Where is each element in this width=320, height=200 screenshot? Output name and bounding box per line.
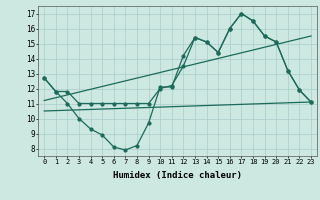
X-axis label: Humidex (Indice chaleur): Humidex (Indice chaleur) <box>113 171 242 180</box>
